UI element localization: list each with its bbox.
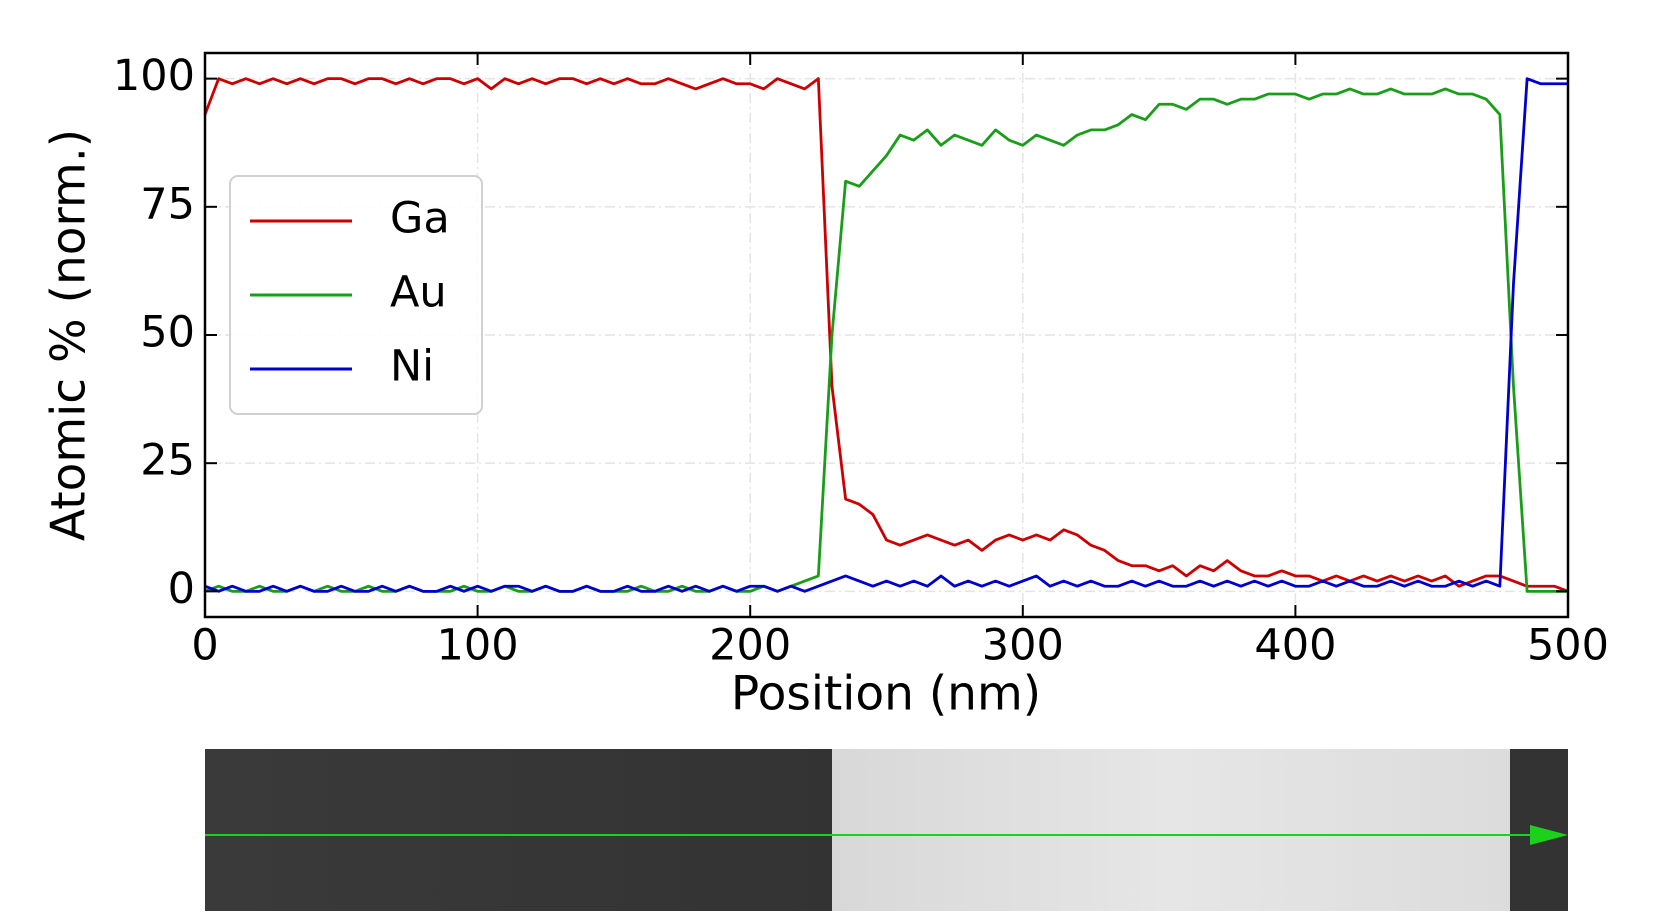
x-tick-label: 0 xyxy=(191,621,218,671)
x-tick-label: 400 xyxy=(1254,621,1336,671)
lines xyxy=(203,77,1569,593)
legend-box xyxy=(229,175,483,415)
legend-label: Ga xyxy=(390,194,450,244)
scan-arrow xyxy=(1530,825,1568,845)
micrograph xyxy=(205,749,1568,911)
x-tick-label: 300 xyxy=(982,621,1064,671)
y-tick-label: 75 xyxy=(140,179,195,229)
x-tick-label: 500 xyxy=(1527,621,1609,671)
region-bright xyxy=(832,749,1510,911)
legend-label: Au xyxy=(390,268,447,318)
series-line xyxy=(203,77,1569,593)
ticks: 0 100 200 300 400 500 0 25 50 75 100 xyxy=(113,51,1609,670)
y-tick-label: 25 xyxy=(140,436,195,486)
y-tick-label: 0 xyxy=(168,564,195,614)
legend: Ga Au Ni xyxy=(229,175,483,415)
y-tick-label: 100 xyxy=(113,51,195,101)
x-tick-label: 200 xyxy=(709,621,791,671)
y-tick-label: 50 xyxy=(140,308,195,358)
x-tick-label: 100 xyxy=(437,621,519,671)
series-line xyxy=(204,77,1568,593)
y-axis-label: Atomic % (norm.) xyxy=(42,129,97,541)
region-dark xyxy=(205,749,832,911)
legend-label: Ni xyxy=(390,342,434,392)
x-axis-label: Position (nm) xyxy=(731,667,1041,722)
